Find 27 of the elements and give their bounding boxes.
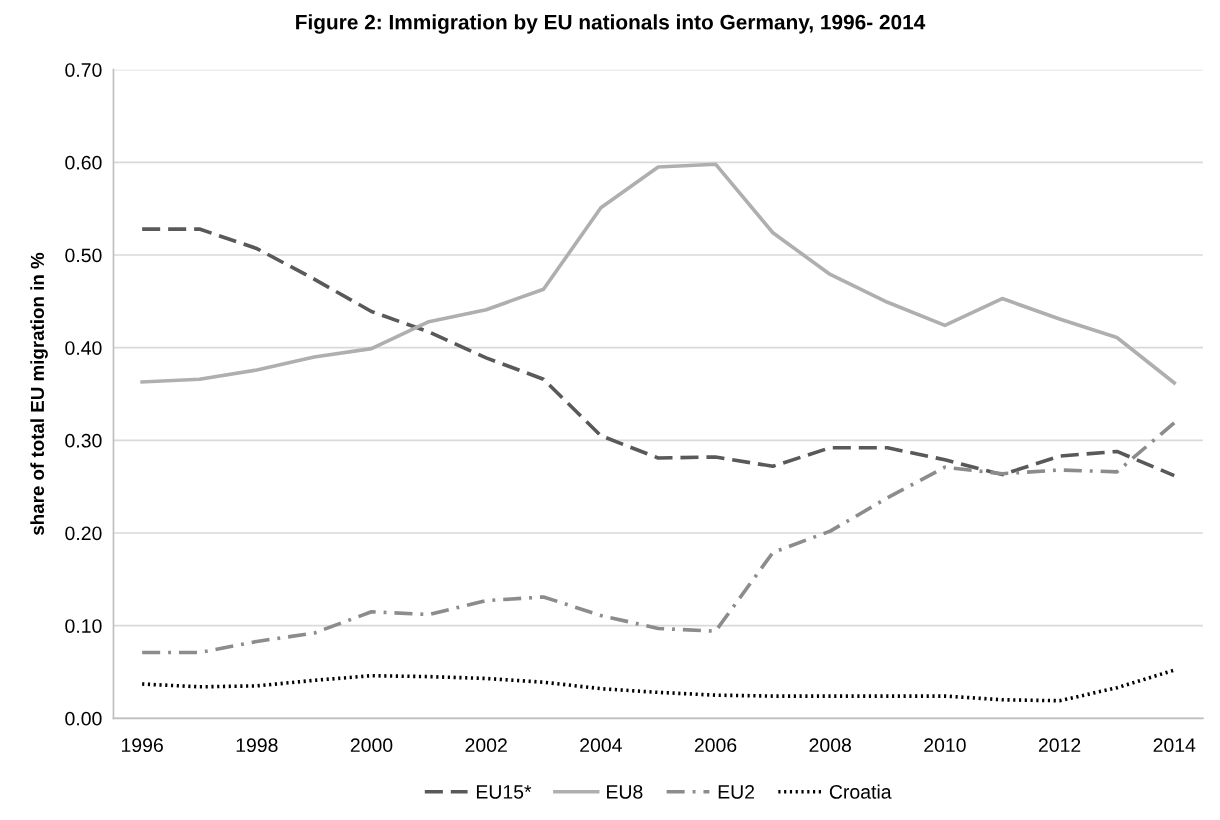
chart-title: Figure 2: Immigration by EU nationals into Germany, 1996- 2014	[296, 14, 926, 34]
y-tick-label: 0.20	[65, 526, 102, 541]
x-tick-label: 2008	[809, 738, 851, 753]
line-series	[140, 420, 1177, 655]
x-tick-label: 2006	[694, 738, 737, 753]
x-tick-label: 2000	[350, 738, 393, 753]
y-tick-label: 0.10	[65, 619, 102, 633]
x-tick-label: 2012	[1038, 738, 1081, 753]
legend-label: EU8	[607, 785, 643, 799]
y-tick-label: 0.30	[65, 433, 102, 448]
line-series	[140, 162, 1177, 385]
x-tick-label: 2004	[580, 738, 622, 753]
y-tick-label: 0.40	[65, 341, 102, 355]
legend-label: EU15*	[476, 785, 532, 799]
y-tick-label: 0.70	[65, 63, 102, 77]
y-tick-label: 0.60	[65, 155, 102, 170]
y-axis-title: share of total EU migration in %	[30, 252, 48, 536]
x-tick-label: 2014	[1153, 738, 1196, 753]
y-tick-label: 0.00	[65, 711, 102, 726]
x-tick-label: 1998	[236, 738, 278, 753]
x-tick-label: 2010	[924, 738, 966, 753]
legend-label: EU2	[718, 785, 755, 799]
x-tick-label: 2002	[465, 738, 507, 753]
legend-label: Croatia	[829, 784, 892, 799]
y-tick-label: 0.50	[65, 248, 102, 263]
line-series	[140, 227, 1177, 478]
x-tick-label: 1996	[121, 738, 163, 753]
